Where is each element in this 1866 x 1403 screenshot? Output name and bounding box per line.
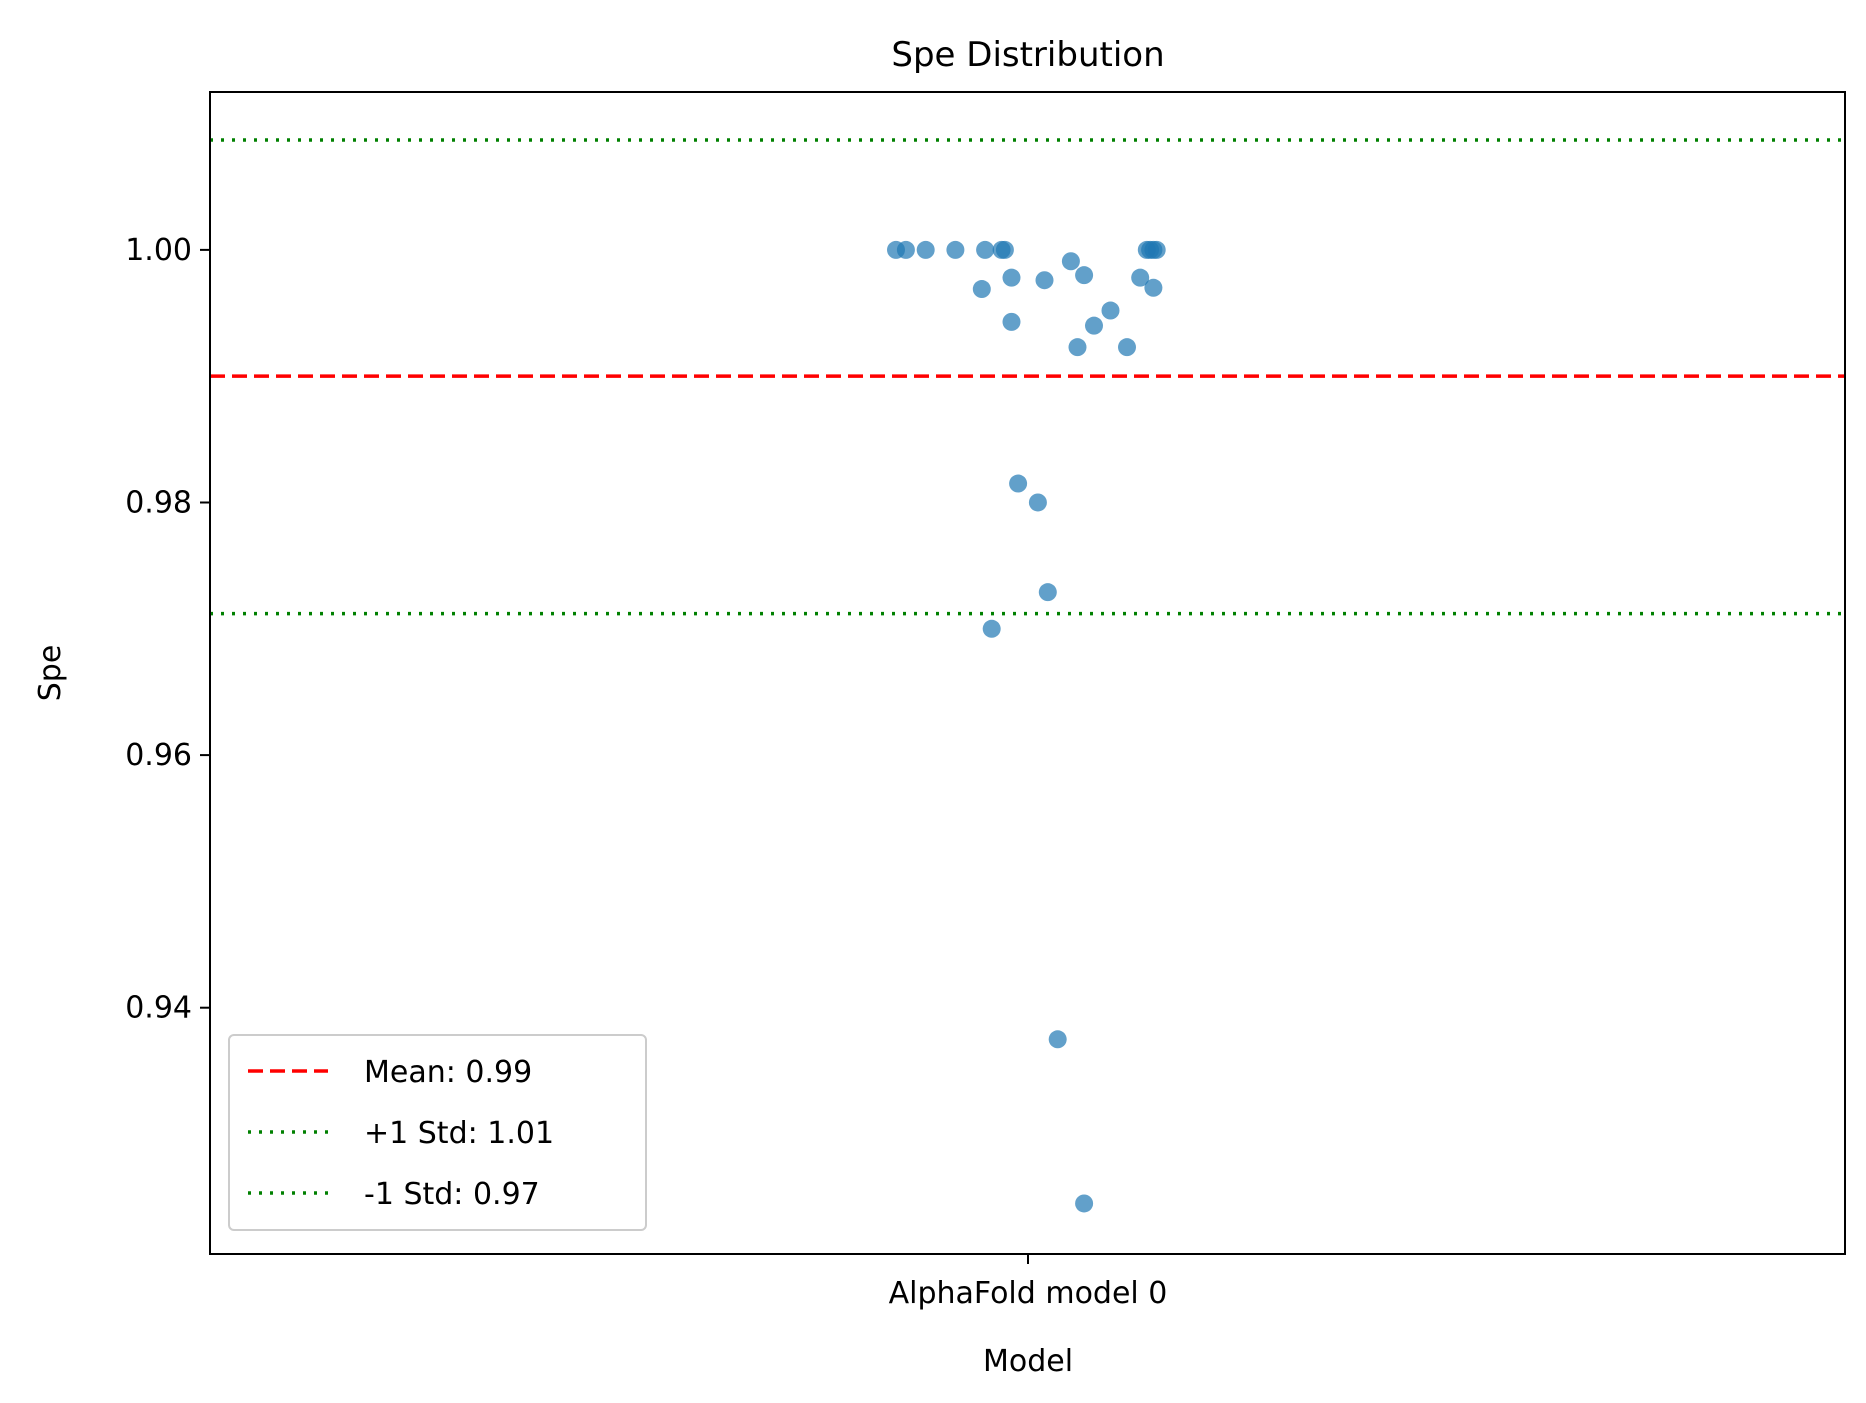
y-axis: 0.94 0.96 0.98 1.00 [125,233,210,1026]
data-points [887,240,1166,1213]
chart-title: Spe Distribution [891,35,1164,75]
y-tick-label: 0.98 [125,485,192,520]
y-tick-label: 0.96 [125,738,192,773]
data-point [1028,493,1047,512]
data-point [976,240,995,259]
reference-lines [210,138,1845,616]
data-point [995,240,1014,259]
data-point [1144,278,1163,297]
data-point [916,240,935,259]
data-point [1002,268,1021,287]
data-point [1068,338,1087,357]
legend-box [228,1034,647,1231]
data-point [972,280,991,299]
data-point [1048,1030,1067,1049]
data-point [1085,316,1103,335]
data-point [1061,252,1080,271]
data-point [1009,474,1028,493]
data-point [1035,271,1054,290]
data-point [1118,338,1136,357]
x-axis: AlphaFold model 0 [889,1254,1168,1311]
x-tick-label: AlphaFold model 0 [889,1276,1168,1311]
data-point [1101,301,1120,320]
data-point [1075,1194,1094,1213]
data-point [1038,583,1057,602]
data-point [1002,312,1021,331]
legend: Mean: 0.99 +1 Std: 1.01 -1 Std: 0.97 [228,1034,647,1231]
y-tick-label: 1.00 [125,233,192,268]
data-point [896,240,915,259]
data-point [1131,268,1150,287]
data-point [982,619,1001,638]
x-axis-label: Model [983,1344,1073,1379]
data-point [946,240,965,259]
y-tick-label: 0.94 [125,991,192,1026]
legend-label: +1 Std: 1.01 [364,1116,554,1151]
legend-label: -1 Std: 0.97 [364,1177,540,1212]
y-axis-label: Spe [33,645,68,702]
data-point [1147,240,1166,259]
legend-label: Mean: 0.99 [364,1055,532,1090]
data-point [1075,266,1094,285]
